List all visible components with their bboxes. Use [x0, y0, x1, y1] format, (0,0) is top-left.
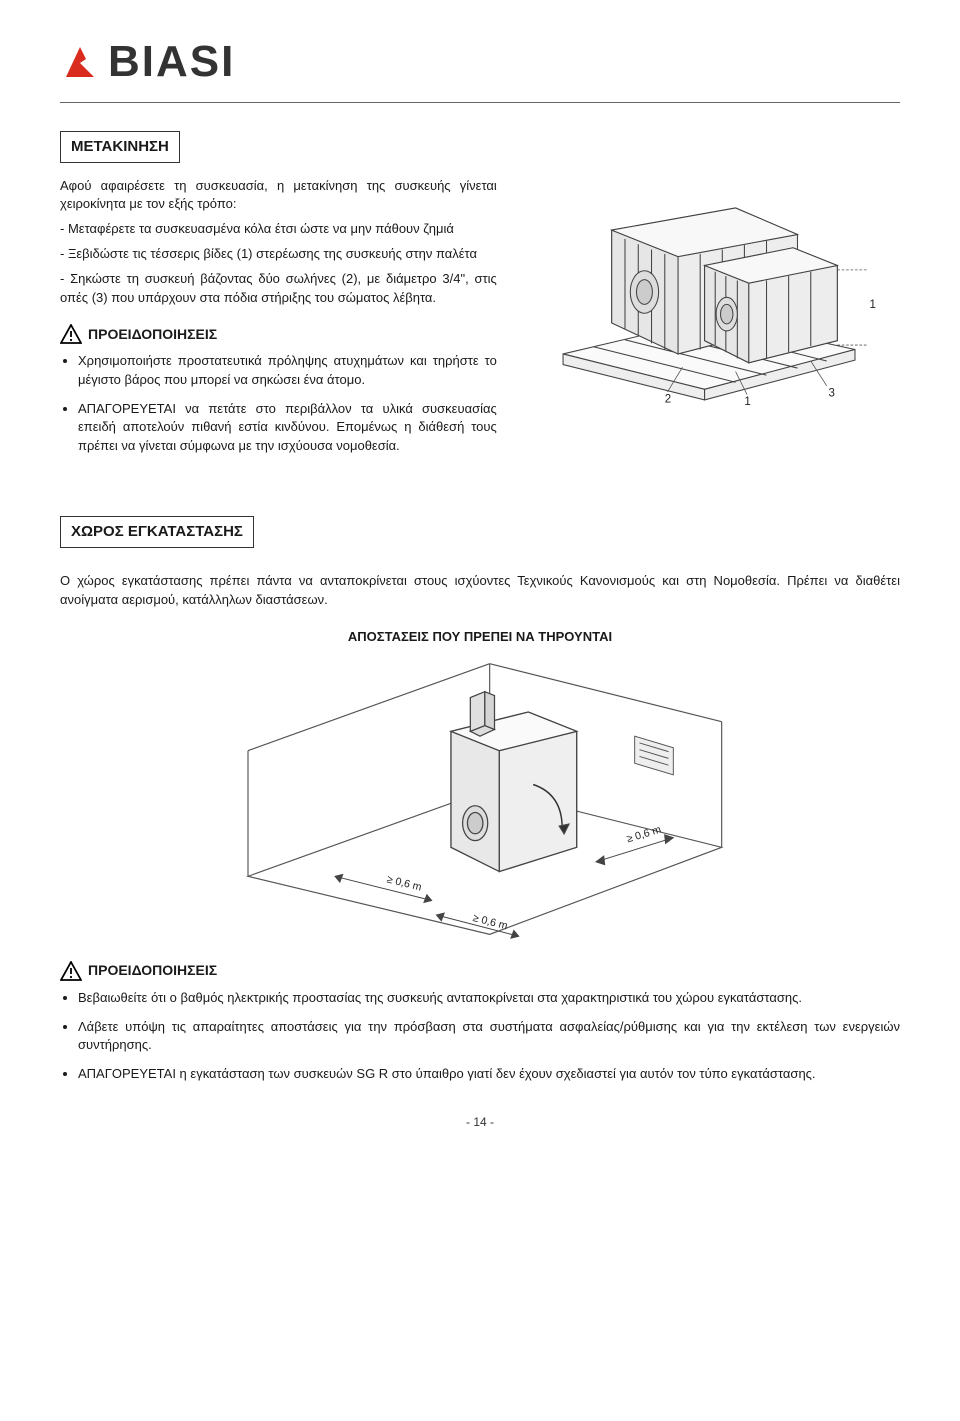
- section2-warning-list: Βεβαιωθείτε ότι ο βαθμός ηλεκτρικής προσ…: [60, 989, 900, 1084]
- clearance-figure: ≥ 0,6 m ≥ 0,6 m ≥ 0,6 m: [186, 654, 774, 944]
- section2-title: ΧΩΡΟΣ ΕΓΚΑΤΑΣΤΑΣΗΣ: [60, 516, 254, 548]
- section2-warn-item-1: Βεβαιωθείτε ότι ο βαθμός ηλεκτρικής προσ…: [78, 989, 900, 1008]
- section2-warn-item-2: Λάβετε υπόψη τις απαραίτητες αποστάσεις …: [78, 1018, 900, 1056]
- callout-3: 3: [828, 387, 834, 399]
- section1-figure-column: 1 2 1 3: [509, 177, 900, 407]
- section1-step-1: - Μεταφέρετε τα συσκευασμένα κόλα έτσι ώ…: [60, 220, 497, 239]
- section1-warn-item-2: ΑΠΑΓΟΡΕΥΕΤΑΙ να πετάτε στο περιβάλλον τα…: [78, 400, 497, 457]
- section-installation-room: ΧΩΡΟΣ ΕΓΚΑΤΑΣΤΑΣΗΣ Ο χώρος εγκατάστασης …: [60, 516, 900, 1084]
- callout-2: 2: [665, 393, 671, 405]
- section1-warn-item-1: Χρησιμοποιήστε προστατευτικά πρόληψης ατ…: [78, 352, 497, 390]
- warning-triangle-icon: [60, 961, 82, 981]
- header-divider: [60, 102, 900, 103]
- brand-logo: BIASI: [60, 30, 900, 94]
- logo-flame-icon: [60, 41, 102, 83]
- section1-warning-title: ΠΡΟΕΙΔΟΠΟΙΗΣΕΙΣ: [88, 324, 217, 344]
- section2-warn-item-3: ΑΠΑΓΟΡΕΥΕΤΑΙ η εγκατάσταση των συσκευών …: [78, 1065, 900, 1084]
- callout-1: 1: [869, 298, 875, 310]
- boiler-on-pallet-figure: 1 2 1 3: [509, 177, 900, 407]
- section1-warning-list: Χρησιμοποιήστε προστατευτικά πρόληψης ατ…: [60, 352, 497, 456]
- section1-step-3: - Σηκώστε τη συσκευή βάζοντας δύο σωλήνε…: [60, 270, 497, 308]
- section1-intro: Αφού αφαιρέσετε τη συσκευασία, η μετακίν…: [60, 177, 497, 215]
- section-title: ΜΕΤΑΚΙΝΗΣΗ: [60, 131, 180, 163]
- page-number: - 14 -: [60, 1114, 900, 1131]
- section1-text-column: Αφού αφαιρέσετε τη συσκευασία, η μετακίν…: [60, 177, 497, 467]
- warning-triangle-icon: [60, 324, 82, 344]
- section-handling: ΜΕΤΑΚΙΝΗΣΗ Αφού αφαιρέσετε τη συσκευασία…: [60, 131, 900, 466]
- section1-step-2: - Ξεβιδώστε τις τέσσερις βίδες (1) στερέ…: [60, 245, 497, 264]
- section2-warning-header: ΠΡΟΕΙΔΟΠΟΙΗΣΕΙΣ: [60, 960, 900, 980]
- brand-name: BIASI: [108, 30, 235, 94]
- callout-1b: 1: [744, 396, 750, 407]
- dist-right: ≥ 0,6 m: [625, 824, 662, 846]
- section1-warning-header: ΠΡΟΕΙΔΟΠΟΙΗΣΕΙΣ: [60, 324, 497, 344]
- section2-warning-title: ΠΡΟΕΙΔΟΠΟΙΗΣΕΙΣ: [88, 960, 217, 980]
- section2-para: Ο χώρος εγκατάστασης πρέπει πάντα να αντ…: [60, 572, 900, 610]
- section2-subheading: ΑΠΟΣΤΑΣΕΙΣ ΠΟΥ ΠΡΕΠΕΙ ΝΑ ΤΗΡΟΥΝΤΑΙ: [60, 628, 900, 647]
